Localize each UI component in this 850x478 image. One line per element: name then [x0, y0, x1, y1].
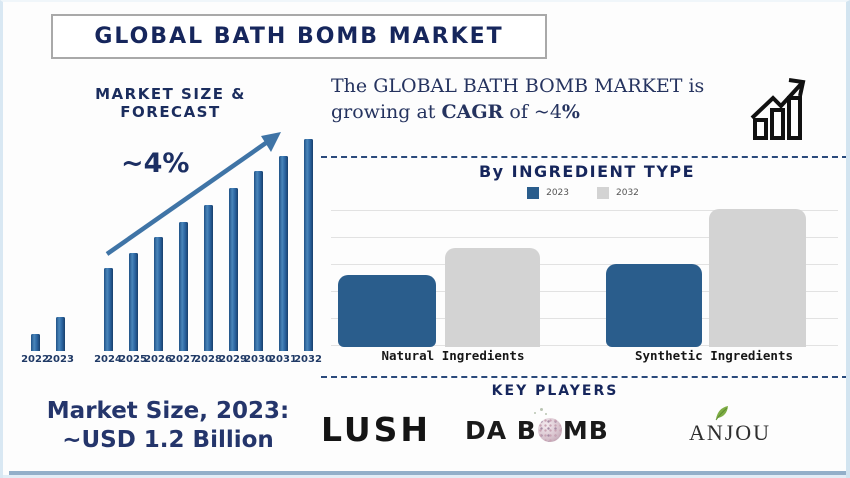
market-size-line1: Market Size, 2023: [46, 398, 290, 424]
anjou-leaf-icon [715, 406, 728, 421]
forecast-bar-2031 [278, 156, 288, 351]
ingredient-bar-natural-2023 [338, 275, 436, 347]
growth-chart-icon [750, 78, 806, 140]
anjou-logo: ANJOU [688, 420, 772, 445]
growth-arrow [105, 132, 281, 256]
bath-bomb-sphere-icon [537, 418, 562, 442]
gridline [331, 237, 838, 238]
dabomb-logo-suffix: MB [562, 416, 609, 445]
forecast-heading: MARKET SIZE & FORECAST [95, 85, 246, 121]
forecast-bar-2028 [203, 205, 213, 351]
dashed-separator-bottom [321, 376, 846, 378]
forecast-year-label: 2027 [169, 354, 197, 365]
forecast-year-label: 2032 [294, 354, 322, 365]
forecast-year-label: 2028 [194, 354, 222, 365]
growth-rate-label: ~4% [121, 148, 190, 179]
ingredient-category-label: Natural Ingredients [381, 348, 525, 363]
gridline [331, 345, 838, 346]
ingredient-chart-heading: By INGREDIENT TYPE [478, 162, 696, 181]
market-size-callout: Market Size, 2023: ~USD 1.2 Billion [23, 397, 313, 455]
forecast-year-label: 2024 [94, 354, 122, 365]
forecast-bar-2027 [178, 222, 188, 351]
lush-logo: LUSH [321, 410, 432, 449]
legend-swatch-2023 [527, 187, 540, 199]
forecast-bar-2029 [228, 188, 238, 351]
summary-line2: growing at CAGR of ~4% [331, 101, 580, 124]
legend-label-2023: 2023 [546, 188, 569, 198]
bottom-frame-line [9, 471, 846, 475]
forecast-year-label: 2026 [144, 354, 172, 365]
forecast-bar-2024 [103, 268, 113, 351]
summary-line1: The GLOBAL BATH BOMB MARKET is [331, 75, 705, 97]
ingredient-bar-synthetic-2032 [709, 209, 806, 347]
title-banner: GLOBAL BATH BOMB MARKET [51, 14, 547, 59]
forecast-bar-2025 [128, 253, 138, 351]
forecast-year-label: 2030 [244, 354, 272, 365]
dabomb-logo-prefix: DA B [465, 416, 537, 445]
gridline [331, 291, 838, 292]
summary-text: The GLOBAL BATH BOMB MARKET is growing a… [331, 73, 741, 125]
forecast-bar-2022 [30, 334, 40, 351]
bomb-bubbles-icon [532, 406, 550, 416]
forecast-year-label: 2022 [21, 354, 49, 365]
forecast-bar-2030 [253, 171, 263, 351]
legend-item-2023: 2023 [527, 187, 569, 199]
forecast-year-label: 2029 [219, 354, 247, 365]
legend-item-2032: 2032 [597, 187, 639, 199]
dashed-separator-top [321, 156, 846, 158]
forecast-year-label: 2031 [269, 354, 297, 365]
key-players-heading: KEY PLAYERS [491, 383, 619, 399]
legend-label-2032: 2032 [616, 188, 639, 198]
dabomb-logo: DA B MB [465, 416, 608, 445]
ingredient-chart-legend: 2023 2032 [458, 187, 708, 199]
forecast-year-label: 2023 [46, 354, 74, 365]
gridline [331, 264, 838, 265]
forecast-bar-2023 [55, 317, 65, 351]
gridline [331, 210, 838, 211]
gridline [331, 318, 838, 319]
page-title: GLOBAL BATH BOMB MARKET [94, 24, 504, 49]
legend-swatch-2032 [597, 187, 609, 199]
bottom-frame-pad [3, 475, 846, 478]
ingredient-bar-synthetic-2023 [606, 264, 702, 347]
ingredient-bar-natural-2032 [445, 248, 540, 347]
forecast-bar-2032 [303, 139, 313, 351]
ingredient-category-label: Synthetic Ingredients [634, 348, 794, 363]
forecast-bar-2026 [153, 237, 163, 351]
market-size-line2: ~USD 1.2 Billion [62, 426, 274, 453]
forecast-year-label: 2025 [119, 354, 147, 365]
